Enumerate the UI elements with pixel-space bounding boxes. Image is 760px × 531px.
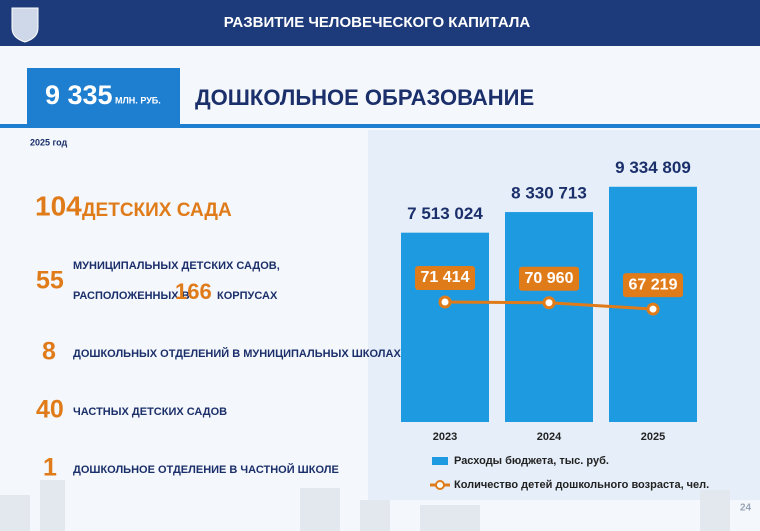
legend-swatch bbox=[432, 457, 448, 465]
line-point bbox=[646, 302, 660, 316]
line-point bbox=[542, 296, 556, 310]
x-tick-label: 2024 bbox=[537, 431, 562, 443]
line-value-label: 67 219 bbox=[629, 276, 678, 293]
bar bbox=[401, 232, 489, 422]
bar bbox=[505, 212, 593, 422]
stat-number: 8 bbox=[42, 338, 56, 366]
stat-number: 104 bbox=[35, 190, 82, 221]
line-value-label: 70 960 bbox=[525, 270, 574, 287]
budget-box bbox=[27, 68, 180, 124]
emblem bbox=[11, 7, 39, 43]
line-point bbox=[438, 295, 452, 309]
stat-number: 40 bbox=[36, 396, 64, 424]
year-note: 2025 год bbox=[30, 137, 68, 147]
value-label-box bbox=[415, 266, 475, 291]
legend-label: Расходы бюджета, тыс. руб. bbox=[454, 455, 609, 467]
bar-value-label: 9 334 809 bbox=[615, 158, 691, 177]
value-label-box bbox=[623, 273, 683, 298]
stat-text: ДЕТСКИХ САДА bbox=[82, 200, 232, 221]
stat-text: РАСПОЛОЖЕННЫХ В bbox=[73, 290, 190, 302]
header-bar bbox=[0, 0, 760, 46]
x-tick-label: 2023 bbox=[433, 431, 457, 443]
page-number: 24 bbox=[740, 503, 752, 514]
skyline bbox=[0, 480, 730, 531]
stat-text: МУНИЦИПАЛЬНЫХ ДЕТСКИХ САДОВ, bbox=[73, 260, 280, 272]
stat-number: 166 bbox=[175, 279, 212, 304]
value-label-box bbox=[519, 266, 579, 291]
stat-text: ДОШКОЛЬНЫХ ОТДЕЛЕНИЙ В МУНИЦИПАЛЬНЫХ ШКО… bbox=[73, 347, 401, 360]
budget-amount: 9 335 bbox=[45, 80, 113, 110]
line-value-label: 71 414 bbox=[421, 269, 470, 286]
legend-label: Количество детей дошкольного возраста, ч… bbox=[454, 479, 709, 491]
stat-text: КОРПУСАХ bbox=[217, 290, 278, 302]
bar-value-label: 7 513 024 bbox=[407, 204, 483, 223]
legend-swatch bbox=[435, 480, 445, 490]
stat-text: ЧАСТНЫХ ДЕТСКИХ САДОВ bbox=[73, 406, 227, 418]
x-tick-label: 2025 bbox=[641, 431, 665, 443]
stat-number: 55 bbox=[36, 267, 64, 295]
stat-text: ДОШКОЛЬНОЕ ОТДЕЛЕНИЕ В ЧАСТНОЙ ШКОЛЕ bbox=[73, 463, 339, 476]
budget-unit: МЛН. РУБ. bbox=[115, 95, 161, 105]
stat-number: 1 bbox=[43, 454, 57, 482]
bar-value-label: 8 330 713 bbox=[511, 184, 587, 203]
divider bbox=[0, 124, 760, 128]
section-title: ДОШКОЛЬНОЕ ОБРАЗОВАНИЕ bbox=[195, 85, 534, 110]
header-title: РАЗВИТИЕ ЧЕЛОВЕЧЕСКОГО КАПИТАЛА bbox=[224, 14, 531, 31]
